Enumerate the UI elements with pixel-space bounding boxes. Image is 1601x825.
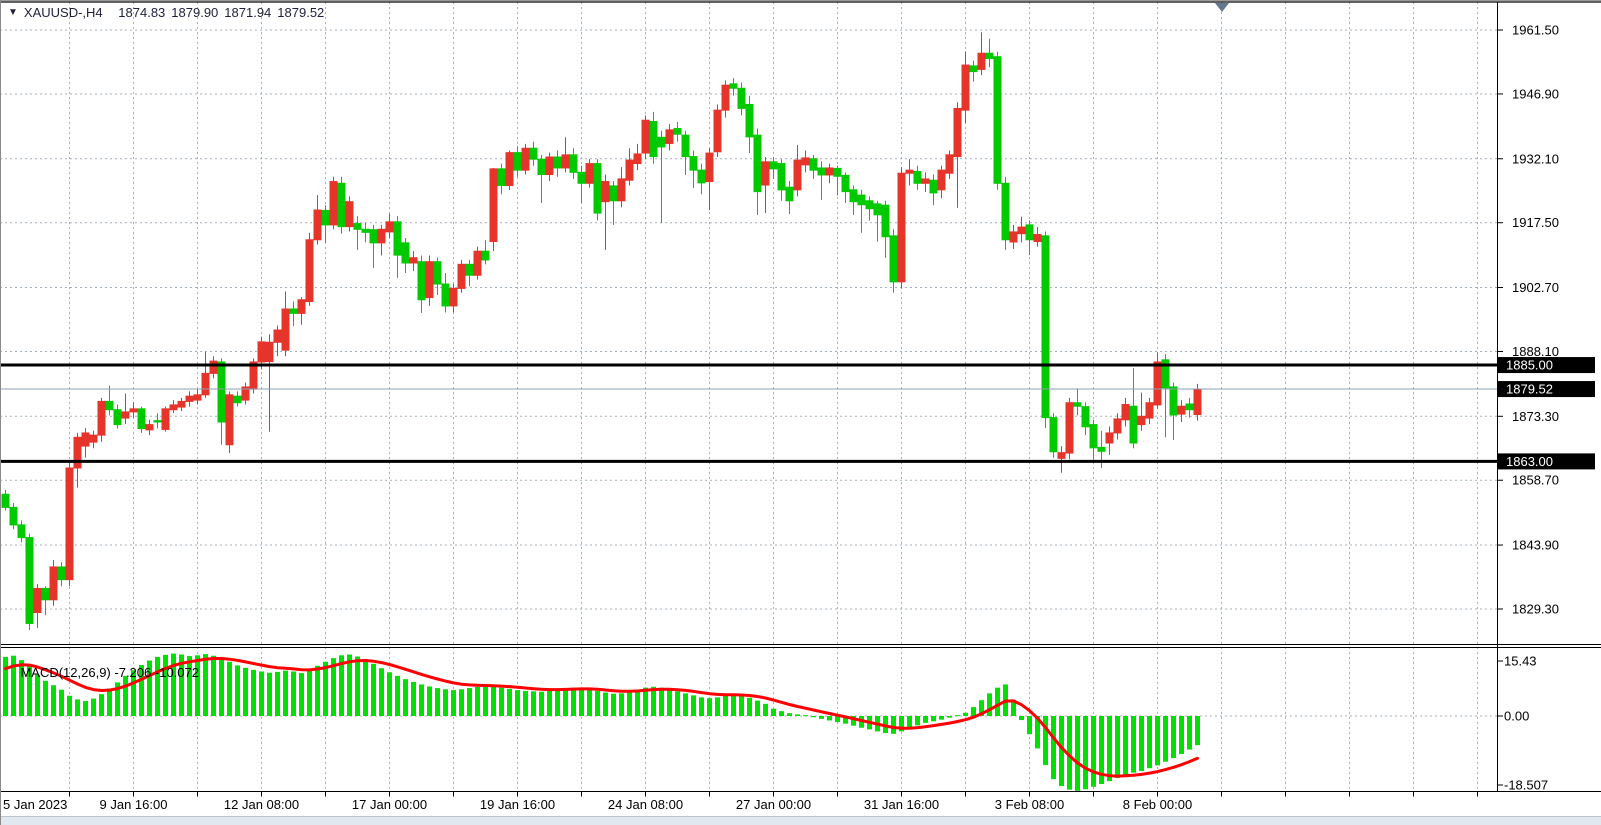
macd-axis: 15.43 0.00 -18.507 [1497, 654, 1548, 793]
chart-header: ▼ XAUUSD-,H4 1874.83 1879.90 1871.94 1879.52 [8, 5, 324, 20]
price-badge: 1863.00 [1498, 453, 1595, 470]
svg-text:1879.52: 1879.52 [1506, 382, 1553, 397]
macd-main-value: -7.206 [114, 665, 152, 680]
symbol-period-label: XAUUSD-,H4 [23, 5, 103, 20]
macd-signal-value: -10.072 [154, 665, 199, 680]
svg-text:1885.00: 1885.00 [1506, 358, 1553, 373]
price-tick-label: 1873.30 [1512, 409, 1559, 424]
window-left-border [0, 0, 1, 825]
macd-tick-label: 15.43 [1504, 654, 1537, 669]
price-tick-label: 1843.90 [1512, 538, 1559, 553]
window-bottom-strip [0, 816, 1601, 825]
time-tick-label: 27 Jan 00:00 [736, 797, 811, 812]
macd-signal-line [4, 657, 1199, 778]
time-tick-label: 31 Jan 16:00 [864, 797, 939, 812]
price-badge: 1879.52 [1498, 381, 1595, 398]
price-tick-label: 1917.50 [1512, 215, 1559, 230]
time-tick-label: 5 Jan 2023 [3, 797, 67, 812]
time-tick-label: 19 Jan 16:00 [480, 797, 555, 812]
high-value: 1879.90 [171, 5, 219, 20]
svg-text:1863.00: 1863.00 [1506, 454, 1553, 469]
candles-layer [1, 32, 1202, 631]
time-tick-label: 12 Jan 08:00 [224, 797, 299, 812]
time-tick-label: 8 Feb 00:00 [1123, 797, 1192, 812]
price-tick-label: 1946.90 [1512, 86, 1559, 101]
macd-tick-label: 0.00 [1504, 709, 1529, 724]
price-tick-label: 1888.10 [1512, 344, 1559, 359]
time-tick-label: 17 Jan 00:00 [352, 797, 427, 812]
price-tick-label: 1858.70 [1512, 473, 1559, 488]
low-value: 1871.94 [224, 5, 272, 20]
macd-tick-label: -18.507 [1504, 778, 1548, 793]
chart-shift-marker-icon[interactable] [1215, 3, 1229, 12]
price-tick-label: 1829.30 [1512, 602, 1559, 617]
triangle-down-icon[interactable]: ▼ [8, 6, 18, 18]
price-tick-label: 1932.10 [1512, 151, 1559, 166]
time-tick-label: 9 Jan 16:00 [100, 797, 168, 812]
time-axis: 5 Jan 2023 9 Jan 16:00 12 Jan 08:00 17 Jan … [3, 791, 1478, 812]
price-tick-label: 1902.70 [1512, 280, 1559, 295]
macd-indicator-label: MACD(12,26,9) -7.206 -10.072 [6, 650, 199, 695]
time-tick-label: 24 Jan 08:00 [608, 797, 683, 812]
macd-histogram [3, 653, 1200, 791]
time-tick-label: 3 Feb 08:00 [995, 797, 1064, 812]
price-axis: 1961.50 1946.90 1932.10 1917.50 1902.70 1888.… [1497, 23, 1559, 617]
close-value: 1879.52 [277, 5, 325, 20]
price-tick-label: 1961.50 [1512, 23, 1559, 38]
price-badge: 1885.00 [1498, 357, 1595, 374]
macd-name: MACD(12,26,9) [20, 665, 111, 680]
open-value: 1874.83 [118, 5, 166, 20]
